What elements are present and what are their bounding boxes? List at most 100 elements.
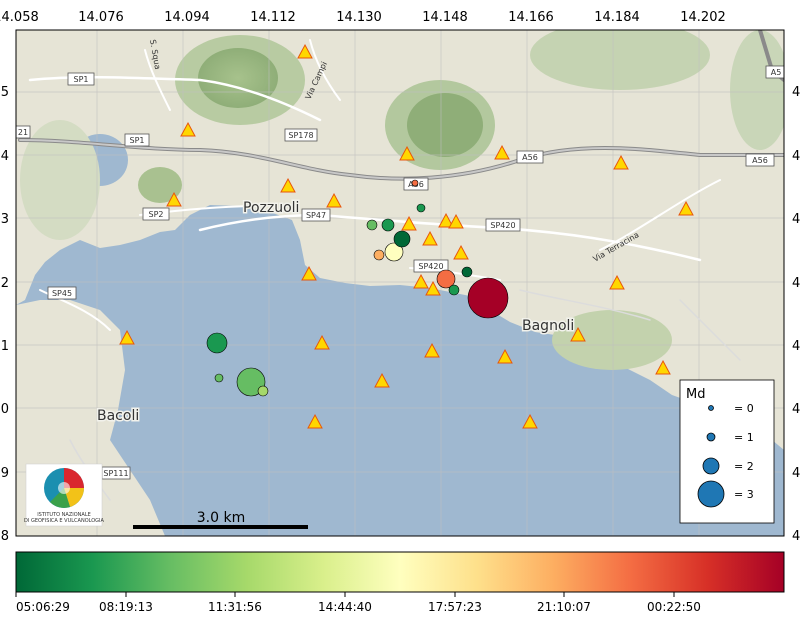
event-marker [206, 332, 228, 354]
longitude-tick-label: 14.058 [0, 10, 39, 25]
colorbar [15, 551, 785, 593]
colorbar-tick-label: 17:57:23 [428, 600, 482, 614]
event-marker [393, 230, 411, 248]
event-marker [373, 249, 385, 261]
station-marker [297, 43, 313, 59]
svg-text:SP420: SP420 [418, 262, 443, 271]
longitude-tick-label: 14.076 [78, 10, 124, 25]
station-marker [399, 145, 415, 161]
event-marker [214, 373, 224, 383]
event-marker [411, 179, 419, 187]
hill-posillipo [552, 310, 672, 370]
station-marker [180, 121, 196, 137]
station-marker [453, 244, 469, 260]
station-marker [570, 326, 586, 342]
hill-east [730, 30, 784, 150]
station-marker [422, 230, 438, 246]
longitude-tick-label: 14.202 [680, 10, 726, 25]
svg-text:A56: A56 [522, 153, 538, 162]
station-marker [401, 215, 417, 231]
event-marker [257, 385, 269, 397]
svg-text:SP47: SP47 [306, 211, 326, 220]
longitude-tick-label: 14.166 [508, 10, 554, 25]
station-marker [613, 154, 629, 170]
legend-label: = 1 [734, 431, 754, 444]
latitude-tick-label: 5 [1, 85, 9, 100]
place-label-pozzuoli: Pozzuoli [243, 200, 299, 216]
latitude-tick-label: 4 [792, 149, 800, 164]
map-frame [15, 29, 785, 537]
road-label: SP1 [124, 133, 150, 147]
latitude-tick-label: 3 [1, 212, 9, 227]
scale-bar-label: 3.0 km [197, 510, 245, 526]
latitude-tick-label: 4 [792, 276, 800, 291]
earthquake-events [206, 179, 509, 397]
station-marker [413, 273, 429, 289]
longitude-tick-label: 14.112 [250, 10, 296, 25]
colorbar-tick-label: 11:31:56 [208, 600, 262, 614]
station-marker [280, 177, 296, 193]
svg-text:SP178: SP178 [288, 131, 313, 140]
latitude-tick-label: 4 [792, 466, 800, 481]
crater-2 [407, 93, 483, 157]
station-marker [497, 348, 513, 364]
road-label: SP45 [47, 286, 77, 300]
event-marker [366, 219, 378, 231]
station-marker [326, 192, 342, 208]
svg-text:SP111: SP111 [103, 469, 128, 478]
road-label: SP111 [101, 466, 131, 480]
longitude-tick-label: 14.094 [164, 10, 210, 25]
hill-west [20, 120, 100, 240]
hill-camaldoli [530, 30, 710, 90]
crater-1 [198, 48, 278, 108]
legend-box [679, 379, 775, 524]
legend-marker [708, 405, 714, 411]
event-marker [236, 367, 266, 397]
road-label: SP420 [413, 259, 449, 273]
event-marker [416, 203, 426, 213]
magnitude-legend: Md = 0 = 1 = 2 = 3 [679, 379, 775, 524]
legend-marker [702, 457, 720, 475]
station-marker [424, 342, 440, 358]
latitude-tick-label: 4 [792, 85, 800, 100]
latitude-tick-label: 4 [792, 529, 800, 544]
station-marker [166, 191, 182, 207]
svg-text:SP420: SP420 [490, 221, 515, 230]
svg-text:SP1: SP1 [130, 136, 145, 145]
legend-label: = 3 [734, 488, 754, 501]
legend-label: = 2 [734, 460, 754, 473]
latitude-ticks-left: 8 9 0 1 2 3 4 5 [1, 85, 9, 544]
map-basemap: SP1 SP1 SP178 SP2 SP47 SP45 SP420 SP420 … [16, 30, 784, 536]
station-marker [307, 413, 323, 429]
svg-text:SP45: SP45 [52, 289, 72, 298]
legend-title: Md [686, 387, 705, 402]
station-marker [374, 372, 390, 388]
road-label: A56 [745, 153, 775, 167]
station-marker [314, 334, 330, 350]
event-marker [448, 284, 460, 296]
legend-marker [697, 480, 725, 508]
station-marker [655, 359, 671, 375]
svg-text:ISTITUTO NAZIONALE: ISTITUTO NAZIONALE [37, 512, 91, 518]
station-marker [448, 213, 464, 229]
latitude-tick-label: 4 [792, 212, 800, 227]
latitude-tick-label: 9 [1, 466, 9, 481]
colorbar-tick-label: 14:44:40 [318, 600, 372, 614]
station-marker [119, 329, 135, 345]
longitude-ticks: 14.058 14.076 14.094 14.112 14.130 14.148 14.1… [0, 10, 726, 25]
station-marker [678, 200, 694, 216]
place-label-bacoli: Bacoli [97, 408, 139, 424]
latitude-tick-label: 0 [1, 402, 9, 417]
station-marker [609, 274, 625, 290]
svg-text:SP2: SP2 [149, 210, 164, 219]
event-marker [381, 218, 395, 232]
colorbar-tick-label: 00:22:50 [647, 600, 701, 614]
latitude-tick-label: 8 [1, 529, 9, 544]
longitude-tick-label: 14.148 [422, 10, 468, 25]
seismic-stations [119, 43, 694, 429]
longitude-tick-label: 14.184 [594, 10, 640, 25]
station-marker [494, 144, 510, 160]
latitude-tick-label: 2 [1, 276, 9, 291]
event-marker [461, 266, 473, 278]
